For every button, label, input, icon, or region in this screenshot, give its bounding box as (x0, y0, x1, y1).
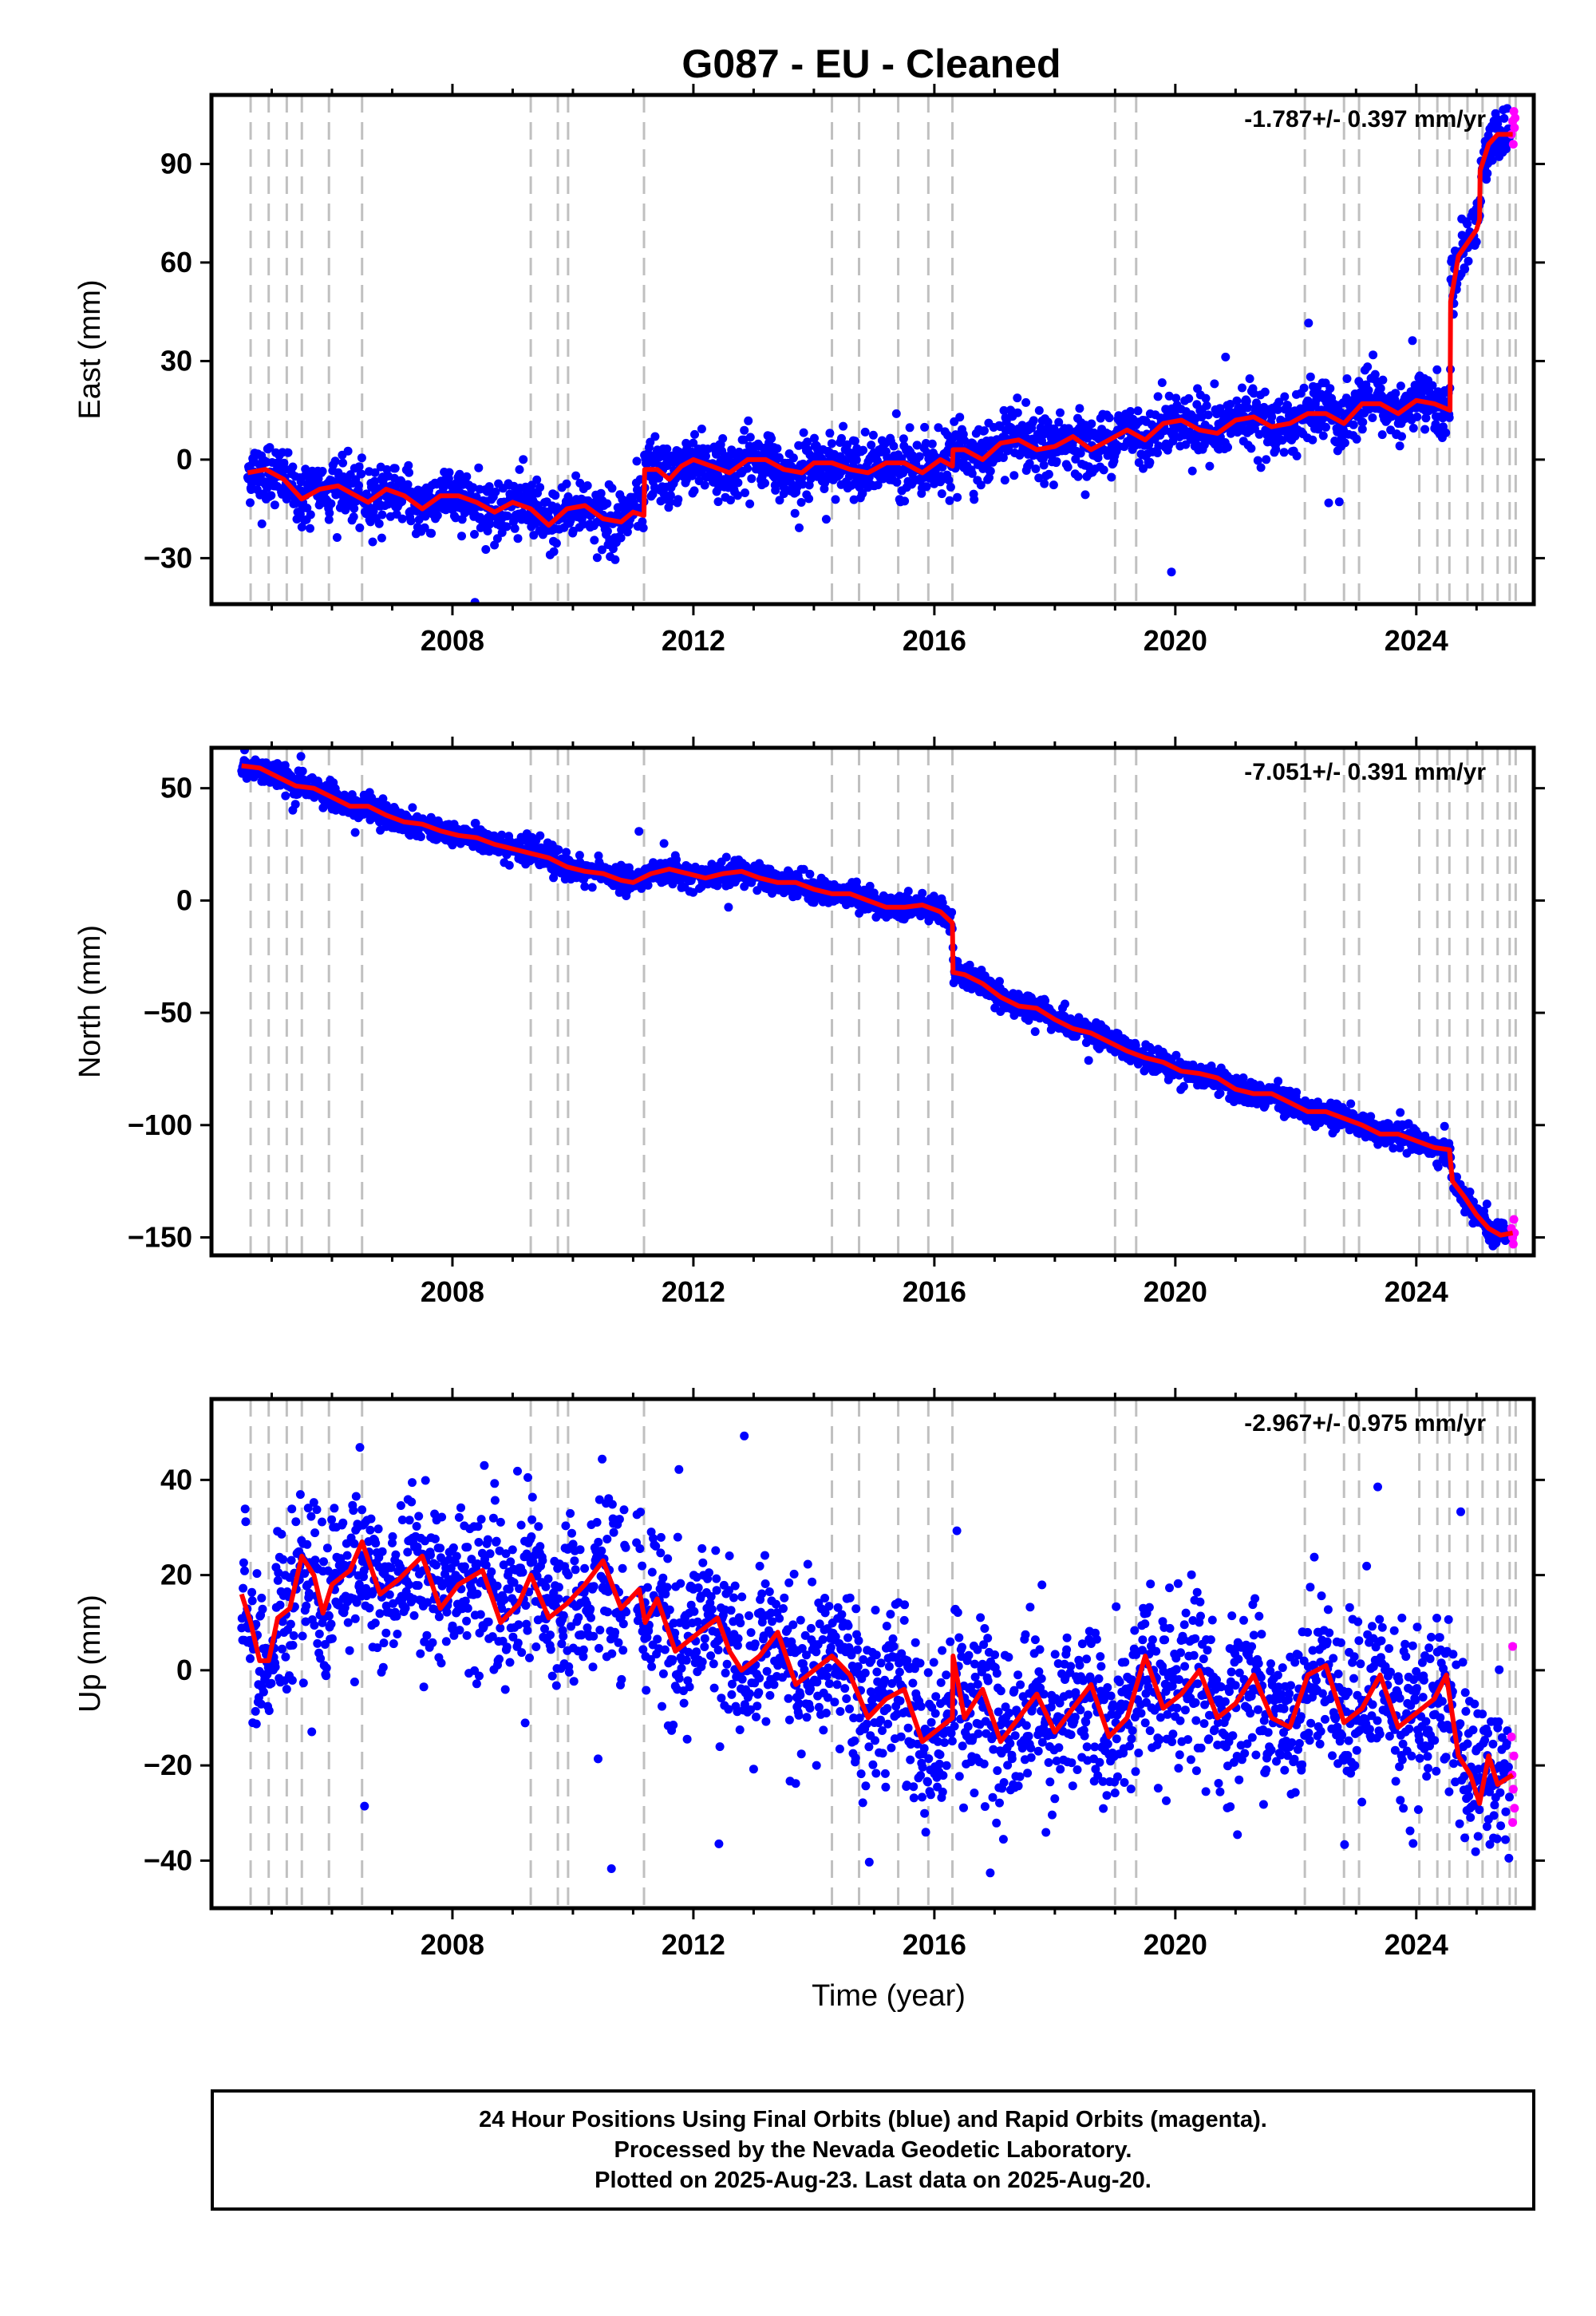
east-final-orbit-points (243, 104, 1514, 604)
footer-line-1: 24 Hour Positions Using Final Orbits (bl… (479, 2107, 1267, 2132)
east-xtick-label: 2020 (1144, 624, 1207, 657)
east-rate-text: -1.787+/- 0.397 mm/yr (1244, 106, 1486, 132)
east-ytick-label: 60 (160, 246, 192, 279)
north-xtick-label: 2024 (1385, 1275, 1448, 1308)
panel-up: −40 −20 0 20 40 2008 2012 2016 2020 2024 Up (mm) Ti… (73, 1388, 1545, 2013)
up-frame (209, 1397, 1536, 1911)
panel-north: −150 −100 −50 0 50 2008 2012 2016 2020 2024 North … (73, 737, 1545, 1308)
up-ytick-label: 0 (176, 1654, 192, 1686)
north-xtick-label: 2016 (903, 1275, 966, 1308)
north-ytick-label: −100 (128, 1109, 192, 1141)
north-ytick-label: −50 (144, 996, 192, 1029)
up-plot-area (237, 1399, 1519, 1908)
up-model-line (239, 1539, 1515, 1806)
east-xtick-label: 2012 (662, 624, 725, 657)
north-ytick-label: −150 (128, 1220, 192, 1253)
east-ytick-label: 90 (160, 147, 192, 180)
up-xtick-label: 2016 (903, 1928, 966, 1961)
up-ytick-label: 20 (160, 1559, 192, 1591)
north-xtick-label: 2008 (421, 1275, 484, 1308)
east-frame (209, 93, 1536, 607)
north-xtick-label: 2012 (662, 1275, 725, 1308)
up-rate-text: -2.967+/- 0.975 mm/yr (1244, 1410, 1486, 1437)
up-rapid-point-3 (1508, 1784, 1518, 1794)
east-plot-area (243, 95, 1520, 604)
east-ytick-label: 30 (160, 344, 192, 377)
east-xtick-label: 2008 (421, 624, 484, 657)
up-ytick-label: 40 (160, 1463, 192, 1496)
north-rapid-point-2 (1509, 1215, 1519, 1224)
north-plot-area (237, 748, 1519, 1255)
east-xtick-label: 2024 (1385, 624, 1448, 657)
up-xtick-label: 2008 (421, 1928, 484, 1961)
east-ylabel: East (mm) (73, 279, 107, 419)
footer-line-2: Processed by the Nevada Geodetic Laborat… (614, 2137, 1132, 2163)
panel-east: −30 0 30 60 90 2008 2012 2016 2020 2024 East (mm) -… (73, 84, 1545, 657)
figure-title: G087 - EU - Cleaned (681, 41, 1061, 86)
north-ytick-label: 0 (176, 883, 192, 916)
x-axis-label: Time (year) (812, 1979, 966, 2013)
up-ylabel: Up (mm) (73, 1595, 107, 1713)
up-xtick-label: 2020 (1144, 1928, 1207, 1961)
north-frame (209, 745, 1536, 1258)
up-rapid-orbit-points (1507, 1642, 1519, 1828)
east-rapid-point-2 (1509, 107, 1519, 117)
footer-box: 24 Hour Positions Using Final Orbits (bl… (211, 2089, 1535, 2211)
up-rapid-point-0 (1508, 1642, 1518, 1651)
east-rapid-point-3 (1510, 123, 1519, 132)
up-final-orbit-points (237, 1431, 1514, 1878)
east-xtick-label: 2016 (903, 624, 966, 657)
up-ytick-label: −20 (144, 1749, 192, 1781)
north-ylabel: North (mm) (73, 925, 107, 1078)
up-xtick-label: 2012 (662, 1928, 725, 1961)
up-rapid-point-2 (1509, 1751, 1519, 1761)
footer-line-3: Plotted on 2025-Aug-23. Last data on 202… (595, 2168, 1152, 2193)
up-rapid-point-4 (1510, 1804, 1519, 1813)
north-rapid-point-4 (1508, 1239, 1518, 1249)
north-ytick-label: 50 (160, 772, 192, 804)
north-final-orbit-points (237, 748, 1514, 1251)
east-rapid-point-5 (1511, 113, 1520, 123)
east-ytick-label: −30 (144, 541, 192, 574)
north-rapid-orbit-points (1507, 1215, 1519, 1249)
up-xtick-label: 2024 (1385, 1928, 1448, 1961)
north-model-line (241, 763, 1514, 1238)
east-rapid-point-4 (1508, 140, 1518, 149)
up-rapid-point-1 (1507, 1732, 1516, 1741)
north-xtick-label: 2020 (1144, 1275, 1207, 1308)
up-ytick-label: −40 (144, 1844, 192, 1876)
north-rate-text: -7.051+/- 0.391 mm/yr (1244, 759, 1486, 785)
east-model-line (247, 132, 1513, 528)
east-ytick-label: 0 (176, 443, 192, 476)
up-rapid-point-5 (1508, 1818, 1518, 1828)
